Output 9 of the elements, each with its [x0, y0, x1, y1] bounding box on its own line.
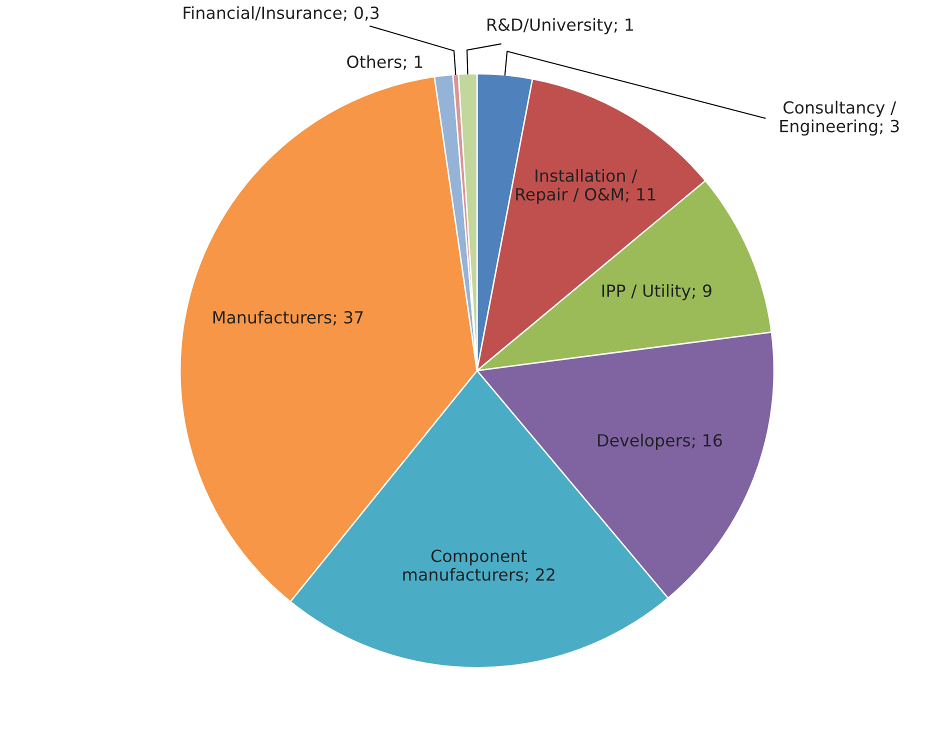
slice-label: Installation / Repair / O&M; 11: [516, 169, 656, 204]
slice-label: Financial/Insurance; 0,3: [184, 6, 379, 21]
slice-label: IPP / Utility; 9: [602, 284, 712, 300]
slice-label: Manufacturers; 37: [213, 310, 363, 326]
slice-label: Others; 1: [347, 55, 422, 70]
slice-label: Consultancy / Engineering; 3: [780, 100, 899, 136]
slice-label: Developers; 16: [598, 434, 722, 450]
slice-label: Component manufacturers; 22: [403, 550, 554, 583]
slice-label: R&D/University; 1: [488, 18, 633, 34]
